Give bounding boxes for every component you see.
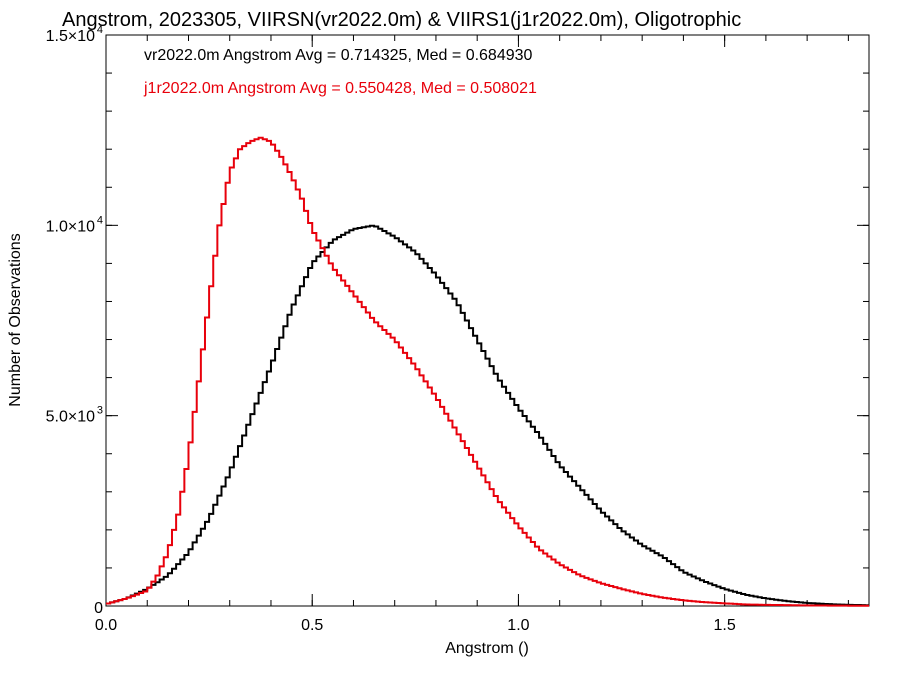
annotation-series-1: vr2022.0m Angstrom Avg = 0.714325, Med =… [144, 47, 533, 64]
y-tick-label: 1.0×10 [46, 218, 95, 235]
y-tick-exponent: 4 [97, 24, 103, 36]
plot-area [105, 34, 870, 607]
y-tick-exponent: 3 [97, 405, 103, 417]
y-axis: 05.0×10 31.0×10 41.5×10 4 [46, 24, 869, 617]
series-line-2 [106, 136, 869, 607]
y-tick-exponent: 4 [97, 214, 103, 226]
plot-frame [105, 34, 870, 607]
y-tick-label: 1.5×10 [46, 28, 95, 45]
chart-title: Angstrom, 2023305, VIIRSN(vr2022.0m) & V… [62, 9, 741, 31]
x-axis: 0.0 0.5 1.0 1.5 [95, 35, 849, 634]
series-layer [106, 136, 869, 607]
x-tick-label: 0.5 [301, 617, 323, 634]
x-tick-label: 0.0 [95, 617, 117, 634]
y-tick-label: 5.0×10 [46, 409, 95, 426]
x-tick-label: 1.5 [714, 617, 736, 634]
y-axis-label: Number of Observations [7, 233, 24, 406]
annotation-series-2: j1r2022.0m Angstrom Avg = 0.550428, Med … [143, 80, 537, 97]
y-tick-label: 0 [94, 600, 103, 617]
x-axis-label: Angstrom () [445, 640, 529, 657]
series-line-1 [106, 224, 869, 607]
x-tick-label: 1.0 [507, 617, 529, 634]
